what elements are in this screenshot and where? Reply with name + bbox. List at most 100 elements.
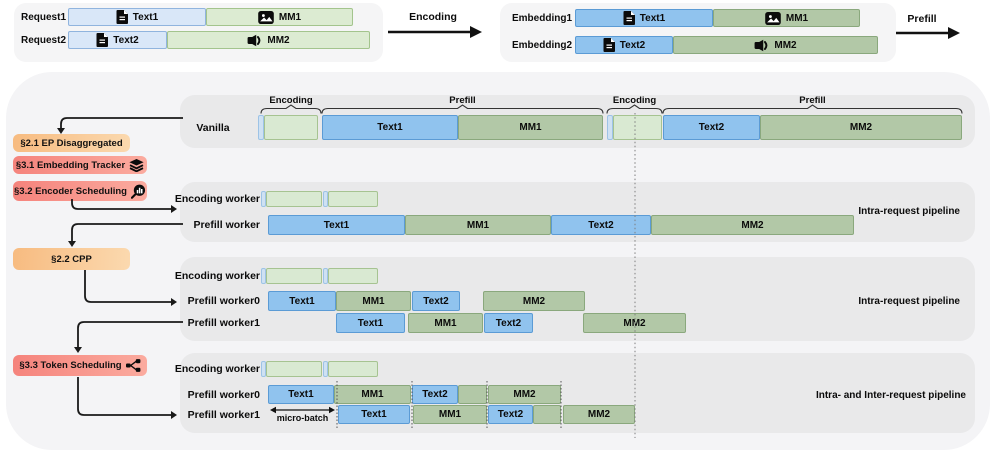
block-sliver <box>261 361 266 377</box>
block-label: Text2 <box>113 34 139 46</box>
block-segment <box>266 361 322 377</box>
block-label: MM1 <box>361 389 384 400</box>
block-label: MM2 <box>774 39 797 51</box>
block-sliver <box>607 115 613 140</box>
block-text2: Text2 <box>412 291 460 311</box>
share-icon <box>125 359 141 372</box>
block-label: MM2 <box>522 295 546 307</box>
block-label: MM1 <box>362 295 385 307</box>
doc-icon <box>96 33 109 47</box>
block-mm2: MM2 <box>583 313 686 333</box>
block-label: Text1 <box>377 122 403 133</box>
block-mm2: MM2 <box>673 36 878 54</box>
block-label: MM2 <box>267 34 290 46</box>
block-label: MM1 <box>434 317 457 329</box>
block-text1: Text1 <box>336 313 405 333</box>
block-label: Text2 <box>423 295 449 307</box>
section2-label-prefill-worker1: Prefill worker1 <box>187 317 260 329</box>
side-box-2-1-ep-disaggregated: §2.1 EP Disaggregated <box>13 134 130 152</box>
section1-label-encoding-worker: Encoding worker <box>174 193 260 205</box>
block-text2: Text2 <box>663 115 760 140</box>
block-label: Text2 <box>497 409 524 420</box>
block-label: Text2 <box>619 39 646 51</box>
block-label: Text2 <box>495 317 522 329</box>
section3-note: Intra- and Inter-request pipeline <box>815 389 966 401</box>
block-mm1: MM1 <box>458 115 603 140</box>
encoding-arrow-label: Encoding <box>409 11 457 23</box>
block-mm2: MM2 <box>167 31 370 49</box>
prefill-arrow-label: Prefill <box>907 13 937 25</box>
micro-batch-label: micro-batch <box>276 413 329 423</box>
image-icon <box>258 10 274 24</box>
doc-icon <box>116 10 128 24</box>
block-text2: Text2 <box>575 36 673 54</box>
block-label: MM2 <box>513 389 536 400</box>
section2-note: Intra-request pipeline <box>858 295 960 307</box>
block-label: MM2 <box>587 409 611 420</box>
prefill-flow-arrow <box>896 27 960 39</box>
block-segment <box>328 268 378 284</box>
block-text2: Text2 <box>551 215 651 235</box>
block-label: Text1 <box>639 12 666 24</box>
section2-label-encoding-worker: Encoding worker <box>174 270 260 282</box>
block-label: Text1 <box>132 11 159 23</box>
block-text2: Text2 <box>484 313 533 333</box>
block-label: Text1 <box>323 219 350 231</box>
block-sliver <box>323 268 328 284</box>
side-box-label: §3.2 Encoder Scheduling <box>14 185 127 197</box>
section3-label-encoding-worker: Encoding worker <box>174 363 260 375</box>
brace-label-prefill-3: Prefill <box>799 95 826 106</box>
doc-icon <box>603 38 615 52</box>
block-sliver <box>261 268 266 284</box>
brace-label-encoding-0: Encoding <box>269 95 313 106</box>
block-segment <box>264 115 318 140</box>
block-mm2: MM2 <box>563 405 635 424</box>
section1-label-prefill-worker: Prefill worker <box>193 219 260 231</box>
block-sliver <box>261 191 266 207</box>
block-mm1: MM1 <box>206 8 353 26</box>
side-box-3-3-token-scheduling: §3.3 Token Scheduling <box>13 355 147 376</box>
block-label: Text2 <box>698 122 725 133</box>
block-text1: Text1 <box>338 405 410 424</box>
request-label-request2: Request2 <box>21 34 67 46</box>
block-text2: Text2 <box>488 405 533 424</box>
brace-label-encoding-2: Encoding <box>612 95 657 106</box>
block-mm1: MM1 <box>405 215 551 235</box>
block-mm2: MM2 <box>760 115 962 140</box>
block-text1: Text1 <box>268 291 336 311</box>
block-label: MM1 <box>438 409 462 420</box>
block-mm1: MM1 <box>713 9 860 27</box>
block-text1: Text1 <box>575 9 713 27</box>
block-label: MM1 <box>466 219 490 231</box>
block-text1: Text1 <box>268 215 405 235</box>
brace-label-prefill-1: Prefill <box>449 95 476 106</box>
side-box-3-1-embedding-tracker: §3.1 Embedding Tracker <box>13 156 147 174</box>
block-sliver <box>258 115 264 140</box>
side-box-label: §2.2 CPP <box>51 253 92 265</box>
audio-icon <box>754 39 769 52</box>
embedding-label-embedding2: Embedding2 <box>512 39 573 51</box>
side-box-3-2-encoder-scheduling: §3.2 Encoder Scheduling <box>13 181 147 201</box>
block-label: Text1 <box>289 295 315 307</box>
block-text1: Text1 <box>268 385 334 404</box>
side-box-label: §2.1 EP Disaggregated <box>20 137 123 149</box>
block-sliver <box>323 191 328 207</box>
block-sliver <box>323 361 328 377</box>
section2-label-prefill-worker0: Prefill worker0 <box>187 295 260 307</box>
block-label: Text1 <box>361 409 387 420</box>
block-text1: Text1 <box>68 8 206 26</box>
block-mm1: MM1 <box>336 291 411 311</box>
block-text2: Text2 <box>412 385 458 404</box>
doc-icon <box>623 11 635 25</box>
block-segment <box>328 191 378 207</box>
block-label: MM1 <box>785 12 809 24</box>
block-mm1: MM1 <box>334 385 411 404</box>
block-segment <box>533 405 561 424</box>
block-segment <box>266 268 322 284</box>
block-segment <box>613 115 662 140</box>
block-label: Text1 <box>357 317 384 329</box>
section3-label-prefill-worker0: Prefill worker0 <box>187 388 260 401</box>
block-label: MM2 <box>741 219 764 231</box>
block-segment <box>458 385 487 404</box>
